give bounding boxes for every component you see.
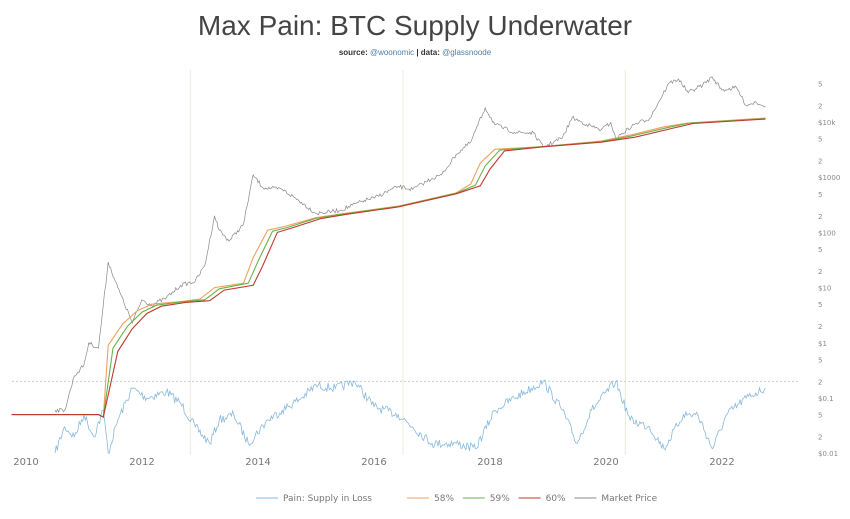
source-separator: | data: xyxy=(414,48,443,57)
y-tick-label: 2 xyxy=(818,434,822,442)
x-tick-label: 2016 xyxy=(361,457,386,468)
chart-title: Max Pain: BTC Supply Underwater xyxy=(197,10,633,41)
series-line-p60 xyxy=(11,118,766,418)
x-tick-label: 2022 xyxy=(709,457,734,468)
y-tick-label: 5 xyxy=(818,136,822,144)
series-line-p59 xyxy=(11,118,766,418)
y-tick-label: 2 xyxy=(818,323,822,331)
legend-label-price[interactable]: Market Price xyxy=(601,494,657,504)
x-tick-label: 2010 xyxy=(13,457,38,468)
x-tick-label: 2018 xyxy=(477,457,502,468)
y-tick-label: $10k xyxy=(818,119,836,127)
y-tick-label: $10 xyxy=(818,285,831,293)
legend-label-pain[interactable]: Pain: Supply in Loss xyxy=(283,494,372,504)
y-tick-label: $100 xyxy=(818,229,836,237)
y-tick-label: 2 xyxy=(818,102,822,110)
y-tick-label: 5 xyxy=(818,246,822,254)
y-tick-label: $0.01 xyxy=(818,450,838,458)
y-tick-label: 2 xyxy=(818,213,822,221)
x-tick-label: 2014 xyxy=(245,457,270,468)
source-author-link[interactable]: @woonomic xyxy=(369,48,415,57)
series-line-p58 xyxy=(11,117,766,418)
y-tick-label: $0.1 xyxy=(818,395,834,403)
y-tick-label: $1000 xyxy=(818,174,840,182)
legend-label-p58[interactable]: 58% xyxy=(434,494,454,504)
y-tick-label: 5 xyxy=(818,356,822,364)
series-line-price xyxy=(54,76,766,414)
y-tick-label: $1 xyxy=(818,340,827,348)
source-data-link[interactable]: @glassnoode xyxy=(442,48,492,57)
chart-source: source: @woonomic | data: @glassnoode xyxy=(0,48,830,57)
y-tick-label: 5 xyxy=(818,412,822,420)
y-tick-label: 2 xyxy=(818,378,822,386)
y-tick-label: 5 xyxy=(818,80,822,88)
y-tick-label: 5 xyxy=(818,191,822,199)
series-line-pain xyxy=(54,379,766,454)
y-tick-label: 5 xyxy=(818,301,822,309)
y-tick-label: 2 xyxy=(818,158,822,166)
source-prefix: source: xyxy=(338,48,370,57)
legend-label-p60[interactable]: 60% xyxy=(546,494,566,504)
y-tick-label: 2 xyxy=(818,268,822,276)
x-tick-label: 2012 xyxy=(129,457,154,468)
x-tick-label: 2020 xyxy=(593,457,618,468)
legend-label-p59[interactable]: 59% xyxy=(490,494,510,504)
